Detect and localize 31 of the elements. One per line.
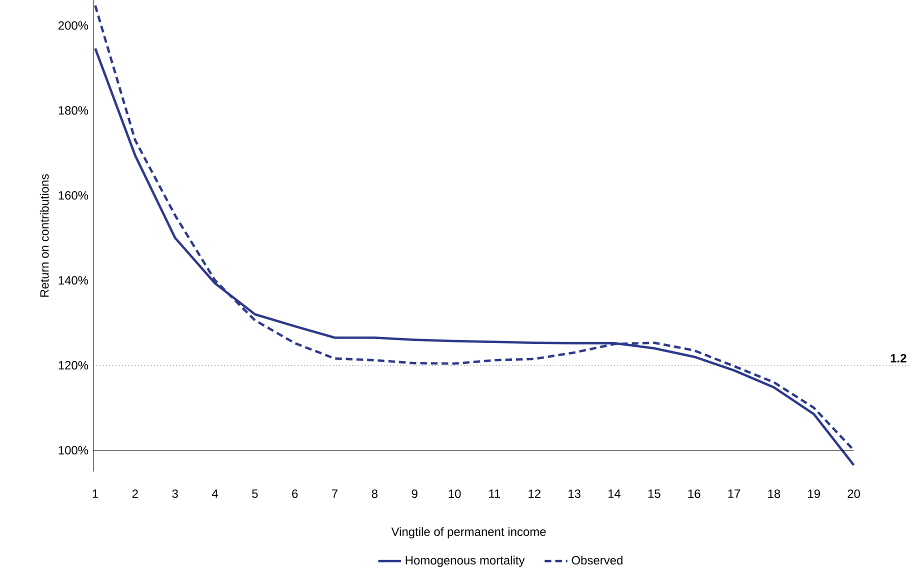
x-axis-title: Vingtile of permanent income (391, 527, 546, 539)
x-tick-label: 17 (728, 490, 740, 498)
legend-label: Homogenous mortality (406, 556, 525, 568)
x-tick-label: 2 (132, 490, 138, 498)
x-tick-label: 9 (412, 490, 418, 498)
y-tick-label: 140% (58, 276, 88, 285)
x-tick-label: 1 (92, 490, 98, 498)
x-tick-label: 16 (688, 490, 700, 498)
x-tick-label: 20 (848, 490, 860, 498)
y-tick-label: 100% (58, 446, 88, 455)
y-tick-label: 120% (58, 361, 88, 370)
x-tick-label: 14 (608, 490, 621, 498)
x-tick-label: 8 (372, 490, 378, 498)
y-tick-label: 180% (58, 106, 88, 115)
legend-label: Observed (572, 556, 622, 565)
x-tick-label: 19 (808, 490, 820, 498)
y-tick-label: 200% (58, 21, 88, 30)
x-tick-label: 15 (648, 490, 660, 498)
x-tick-label: 11 (489, 490, 500, 498)
x-tick-label: 10 (448, 490, 461, 498)
x-tick-label: 4 (212, 490, 218, 498)
x-tick-label: 5 (252, 490, 258, 498)
x-tick-label: 13 (568, 490, 580, 498)
x-tick-label: 6 (292, 490, 298, 498)
text: 1.2 (890, 354, 906, 362)
y-axis-title: Return on contributions (40, 174, 49, 297)
x-tick-label: 7 (332, 490, 338, 498)
x-tick-label: 12 (528, 490, 540, 498)
x-tick-label: 18 (768, 490, 780, 498)
x-tick-label: 3 (172, 490, 178, 498)
y-tick-label: 160% (58, 191, 88, 200)
